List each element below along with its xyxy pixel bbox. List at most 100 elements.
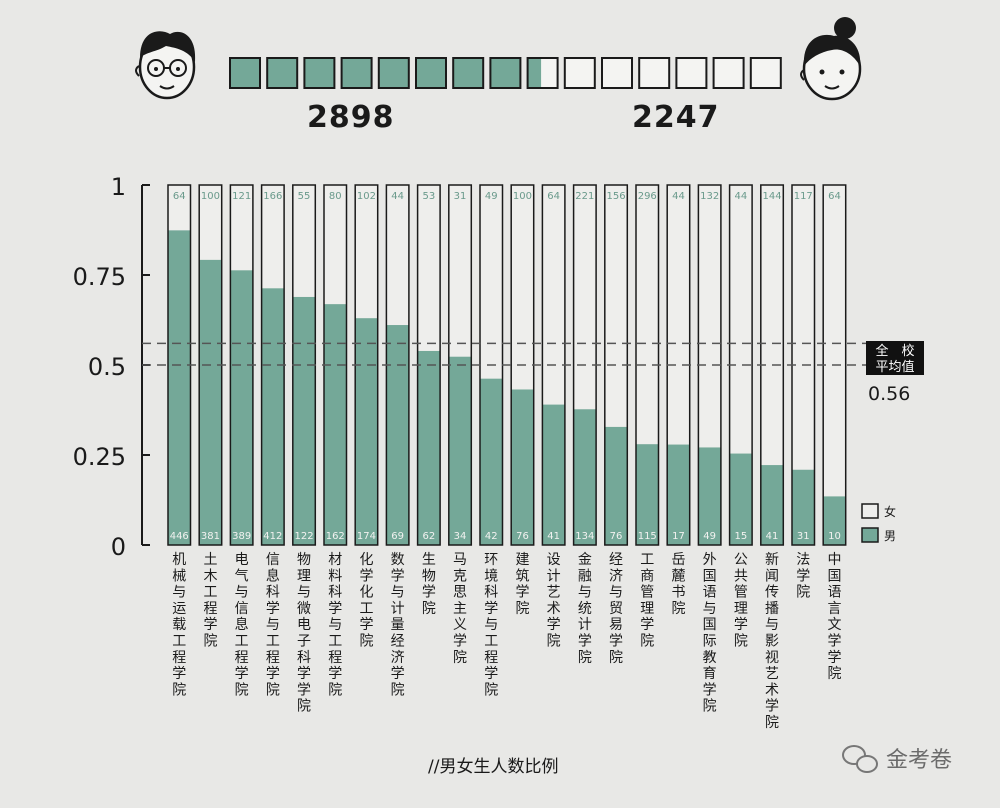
category-label-char: 设 xyxy=(547,552,561,568)
category-label-char: 理 xyxy=(734,601,748,617)
category-label-char: 院 xyxy=(391,682,405,698)
category-label-char: 贸 xyxy=(609,601,623,617)
legend-label-male: 男 xyxy=(884,529,896,543)
category-label-char: 法 xyxy=(796,552,810,568)
category-label-char: 学 xyxy=(297,682,311,698)
bar-male xyxy=(573,409,597,545)
category-label-char: 数 xyxy=(391,552,405,568)
category-label-char: 化 xyxy=(359,552,373,568)
bar-female xyxy=(480,185,503,379)
male-count-label: 122 xyxy=(295,531,314,542)
category-label-char: 院 xyxy=(827,666,841,682)
ratio-square-outline xyxy=(415,57,447,89)
category-label-char: 工 xyxy=(172,634,186,650)
female-count-label: 31 xyxy=(454,191,467,202)
category-label-char: 科 xyxy=(266,585,280,601)
male-count-label: 42 xyxy=(485,531,498,542)
ratio-square-outline xyxy=(712,57,745,89)
category-label-char: 术 xyxy=(547,601,561,617)
category-label-char: 计 xyxy=(391,601,405,617)
category-label-char: 管 xyxy=(734,585,748,601)
category-label-char: 筑 xyxy=(515,568,529,584)
category-label-char: 院 xyxy=(203,634,217,650)
category-label-char: 义 xyxy=(453,617,467,633)
bar-female xyxy=(729,185,753,454)
male-count-label: 412 xyxy=(263,531,282,542)
female-count-label: 156 xyxy=(607,191,626,202)
category-label-char: 物 xyxy=(297,552,311,568)
category-label-char: 学 xyxy=(578,634,592,650)
male-count-label: 49 xyxy=(703,531,716,542)
female-total: 2247 xyxy=(632,100,720,135)
category-label-char: 学 xyxy=(391,568,405,584)
category-label-char: 书 xyxy=(671,585,685,601)
category-label-char: 马 xyxy=(453,552,467,568)
y-tick-label: 0.75 xyxy=(73,263,126,291)
category-label-char: 量 xyxy=(391,617,405,633)
category-label-char: 闻 xyxy=(765,568,779,584)
y-tick-label: 1 xyxy=(111,173,126,201)
girl-face-icon xyxy=(800,17,862,101)
category-label-char: 载 xyxy=(172,617,186,633)
category-label-char: 科 xyxy=(328,585,342,601)
bar-female xyxy=(792,185,815,470)
ratio-square-fill xyxy=(453,58,484,88)
bar-female xyxy=(355,185,378,319)
bar-female xyxy=(542,185,565,405)
bar-male xyxy=(448,356,472,545)
female-count-label: 117 xyxy=(794,191,813,202)
bar-female xyxy=(417,185,441,351)
category-label-char: 息 xyxy=(266,567,280,584)
category-label-char: 院 xyxy=(453,650,467,666)
ratio-square-fill xyxy=(304,58,335,88)
category-label-char: 理 xyxy=(297,568,311,584)
male-count-label: 389 xyxy=(232,531,251,542)
male-count-label: 10 xyxy=(828,531,841,542)
category-label-char: 学 xyxy=(359,568,373,584)
category-label-char: 程 xyxy=(484,650,498,666)
average-badge-line1: 全 校 xyxy=(875,343,914,359)
wechat-icon xyxy=(842,743,878,773)
bar-female xyxy=(698,185,721,448)
category-label-char: 学 xyxy=(328,666,342,682)
male-count-label: 76 xyxy=(516,531,529,542)
female-count-label: 64 xyxy=(547,191,560,202)
y-tick-label: 0.5 xyxy=(88,353,126,381)
category-label-char: 与 xyxy=(297,585,311,601)
category-label-char: 学 xyxy=(640,617,654,633)
watermark: 金考卷 xyxy=(842,742,952,774)
female-count-label: 102 xyxy=(357,191,376,202)
chart-title: //男女生人数比例 xyxy=(428,757,558,777)
category-label-char: 程 xyxy=(266,650,280,666)
category-label-char: 播 xyxy=(765,601,779,617)
category-label-char: 院 xyxy=(609,650,623,666)
category-label-char: 共 xyxy=(734,568,748,584)
category-label-char: 料 xyxy=(328,568,342,584)
female-count-label: 53 xyxy=(422,191,435,202)
bar-male xyxy=(604,426,628,545)
ratio-square-outline xyxy=(563,57,596,89)
category-label-char: 生 xyxy=(422,552,436,568)
category-label-char: 学 xyxy=(266,601,280,617)
category-label-char: 计 xyxy=(547,568,561,584)
category-label-char: 金 xyxy=(578,552,592,568)
bar-female xyxy=(667,185,690,445)
category-label-char: 运 xyxy=(172,601,186,617)
category-label-char: 工 xyxy=(235,634,249,650)
female-count-label: 296 xyxy=(638,191,657,202)
category-label-char: 学 xyxy=(203,617,217,633)
legend-swatch-female xyxy=(861,503,879,519)
category-label-char: 微 xyxy=(297,601,311,617)
bar-female xyxy=(760,185,784,466)
female-count-label: 80 xyxy=(329,191,342,202)
ratio-square-outline xyxy=(638,57,671,89)
ratio-square xyxy=(602,58,632,88)
